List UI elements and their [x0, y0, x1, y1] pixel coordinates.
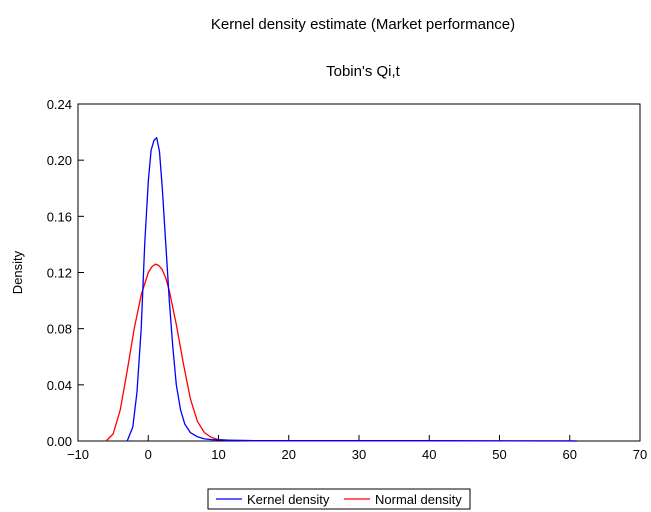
x-tick-label: −10 [67, 447, 89, 462]
x-tick-label: 70 [633, 447, 647, 462]
legend-box [207, 488, 471, 510]
y-axis-label: Density [10, 250, 25, 294]
x-tick-label: 40 [422, 447, 436, 462]
x-tick-label: 30 [352, 447, 366, 462]
y-tick-label: 0.00 [47, 434, 72, 449]
legend-label: Normal density [375, 492, 462, 507]
x-tick-label: 60 [563, 447, 577, 462]
y-tick-label: 0.24 [47, 97, 72, 112]
x-tick-label: 20 [282, 447, 296, 462]
chart-title: Kernel density estimate (Market performa… [211, 16, 515, 33]
y-tick-label: 0.16 [47, 209, 72, 224]
series-line-kernel-density [126, 137, 577, 442]
y-tick-label: 0.12 [47, 266, 72, 281]
series-line-normal-density [105, 263, 577, 442]
chart-subtitle: Tobin's Qi,t [326, 63, 401, 80]
x-tick-label: 10 [211, 447, 225, 462]
legend: Kernel density Normal density [207, 488, 471, 510]
y-tick-label: 0.04 [47, 378, 72, 393]
plot-frame [77, 103, 641, 442]
axis-ticks: −10 0 10 20 30 40 50 60 70 0.00 0.04 0.08 0.12 0.16 0.… [47, 97, 648, 462]
x-tick-label: 50 [492, 447, 506, 462]
x-tick-label: 0 [145, 447, 152, 462]
y-tick-label: 0.08 [47, 322, 72, 337]
series-layer [105, 137, 577, 442]
legend-label: Kernel density [247, 492, 330, 507]
y-tick-label: 0.20 [47, 153, 72, 168]
